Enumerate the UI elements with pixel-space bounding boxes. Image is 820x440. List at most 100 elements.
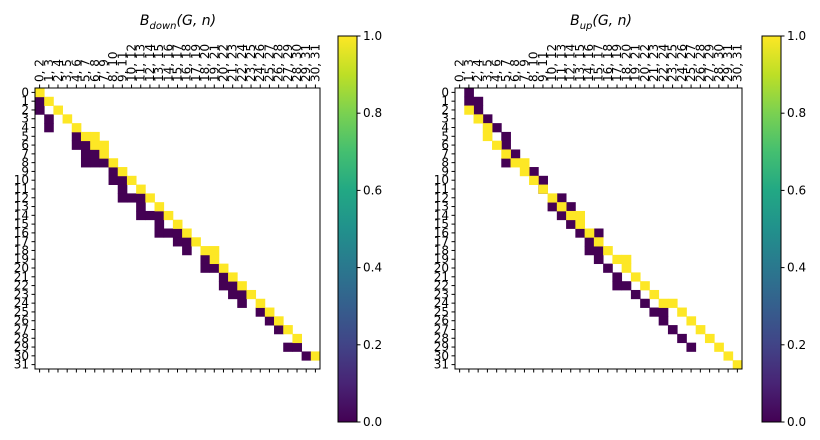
heatmap-cell-zero bbox=[566, 202, 576, 212]
heatmap-cell-zero bbox=[108, 175, 119, 185]
x-tick-label: 17, 19 bbox=[610, 44, 624, 82]
x-tick-label: 13, 15 bbox=[152, 44, 166, 82]
x-tick-label: 27, 29 bbox=[281, 44, 295, 82]
heatmap-cell-one bbox=[136, 184, 146, 194]
heatmap-cell-zero bbox=[501, 140, 511, 150]
colorbar-up: 0.0 0.2 0.4 0.6 0.8 1.0 bbox=[761, 29, 806, 429]
x-tick-label: 5, 7 bbox=[499, 59, 513, 82]
x-tick-label: 5, 7 bbox=[79, 59, 93, 82]
heatmap-cell-one bbox=[35, 88, 45, 98]
panel-down: Bdown(G, n) 0123456789101112131415161718… bbox=[14, 13, 382, 429]
heatmap-cell-one bbox=[53, 105, 63, 115]
heatmap-cell-zero bbox=[136, 210, 146, 221]
heatmap-cell-one bbox=[145, 193, 155, 203]
y-tick-label: 19 bbox=[14, 252, 29, 266]
x-tick-label: 0, 2 bbox=[33, 59, 47, 82]
heatmap-cell-one bbox=[283, 325, 293, 335]
heatmap-cell-one bbox=[117, 167, 128, 177]
heatmap-cell-zero bbox=[464, 96, 474, 106]
y-tick-label: 10 bbox=[14, 173, 29, 187]
x-tick-label: 13, 15 bbox=[573, 44, 587, 82]
y-tick-label: 8 bbox=[441, 156, 449, 170]
heatmap-cell-one bbox=[547, 193, 558, 203]
heatmap-up: 0123456789101112131415161718192021222324… bbox=[434, 44, 744, 373]
heatmap-cell-zero bbox=[593, 228, 604, 238]
x-tick-label: 8, 10 bbox=[106, 51, 120, 82]
colorbar-gradient bbox=[338, 36, 357, 422]
heatmap-cell-zero bbox=[136, 193, 146, 203]
heatmap-cell-zero bbox=[154, 210, 165, 221]
heatmap-cell-one bbox=[44, 96, 54, 106]
y-tick-label: 9 bbox=[441, 164, 449, 178]
x-tick-label: 26, 28 bbox=[693, 44, 707, 82]
colorbar-gradient bbox=[762, 36, 781, 422]
heatmap-cell-one bbox=[519, 167, 530, 177]
heatmap-cell-zero bbox=[649, 307, 660, 317]
y-tick-label: 14 bbox=[434, 208, 449, 222]
x-tick-label: 25, 27 bbox=[262, 44, 276, 82]
heatmap-cell-zero bbox=[90, 158, 100, 168]
x-tick-label: 2, 4 bbox=[471, 59, 485, 82]
heatmap-cell-zero bbox=[658, 316, 669, 326]
heatmap-cell-one bbox=[163, 210, 174, 221]
heatmap-cell-zero bbox=[301, 351, 312, 361]
heatmap-cell-one bbox=[71, 123, 82, 133]
heatmap-cell-zero bbox=[44, 114, 54, 124]
heatmap-cell-one bbox=[209, 246, 220, 256]
heatmap-cell-zero bbox=[501, 158, 511, 168]
y-tick-label: 5 bbox=[441, 129, 449, 143]
heatmap-cell-zero bbox=[612, 281, 623, 291]
x-tick-label: 8, 10 bbox=[527, 51, 541, 82]
x-tick-label: 28, 30 bbox=[712, 44, 726, 82]
y-tick-label: 9 bbox=[21, 164, 29, 178]
heatmap-cell-zero bbox=[621, 281, 632, 291]
x-tick-label: 18, 20 bbox=[619, 44, 633, 82]
heatmap-cell-one bbox=[482, 123, 493, 133]
heatmap-cell-one bbox=[603, 246, 613, 256]
y-tick-label: 21 bbox=[434, 270, 449, 284]
y-tick-label: 28 bbox=[14, 331, 29, 345]
x-tick-label: 9, 11 bbox=[536, 51, 550, 82]
heatmap-cell-one bbox=[255, 298, 266, 308]
heatmap-cell-zero bbox=[154, 228, 165, 238]
heatmap-cell-zero bbox=[677, 333, 687, 344]
heatmap-cell-one bbox=[714, 342, 724, 352]
y-tick-label: 20 bbox=[14, 261, 29, 275]
heatmap-cell-one bbox=[209, 254, 220, 265]
heatmap-cell-zero bbox=[283, 342, 293, 352]
heatmap-cell-zero bbox=[492, 123, 502, 133]
heatmap-cell-zero bbox=[255, 307, 266, 317]
heatmap-cell-zero bbox=[575, 228, 586, 238]
y-tick-label: 22 bbox=[434, 279, 449, 293]
colorbar-tick-label: 0.0 bbox=[363, 415, 382, 429]
heatmap-cell-one bbox=[658, 298, 669, 308]
heatmap-cell-zero bbox=[117, 184, 128, 194]
heatmap-cell-zero bbox=[218, 272, 229, 282]
y-tick-label: 20 bbox=[434, 261, 449, 275]
heatmap-cell-one bbox=[621, 263, 632, 273]
x-tick-label: 11, 13 bbox=[554, 44, 568, 82]
y-tick-label: 12 bbox=[434, 191, 449, 205]
heatmap-cell-zero bbox=[264, 316, 275, 326]
y-tick-label: 17 bbox=[14, 235, 29, 249]
x-tick-label: 25, 27 bbox=[684, 44, 698, 82]
heatmap-cell-one bbox=[218, 263, 229, 273]
y-tick-label: 6 bbox=[441, 138, 449, 152]
x-tick-label: 11, 13 bbox=[134, 44, 148, 82]
heatmap-cell-one bbox=[182, 228, 192, 238]
heatmap-cell-zero bbox=[510, 149, 521, 159]
heatmap-cell-one bbox=[108, 158, 119, 168]
heatmap-cell-zero bbox=[228, 281, 238, 291]
x-tick-label: 20, 22 bbox=[216, 44, 230, 82]
heatmap-cell-one bbox=[492, 140, 502, 150]
heatmap-cell-zero bbox=[163, 228, 174, 238]
heatmap-cell-zero bbox=[473, 96, 484, 106]
y-tick-label: 30 bbox=[14, 349, 29, 363]
y-tick-label: 25 bbox=[14, 305, 29, 319]
x-tick-label: 19, 21 bbox=[207, 44, 221, 82]
x-tick-label: 23, 25 bbox=[244, 44, 258, 82]
x-tick-label: 4, 6 bbox=[490, 59, 504, 82]
heatmap-cell-one bbox=[292, 333, 303, 344]
heatmap-cell-zero bbox=[529, 167, 539, 177]
colorbar-tick-label: 0.2 bbox=[363, 338, 382, 352]
